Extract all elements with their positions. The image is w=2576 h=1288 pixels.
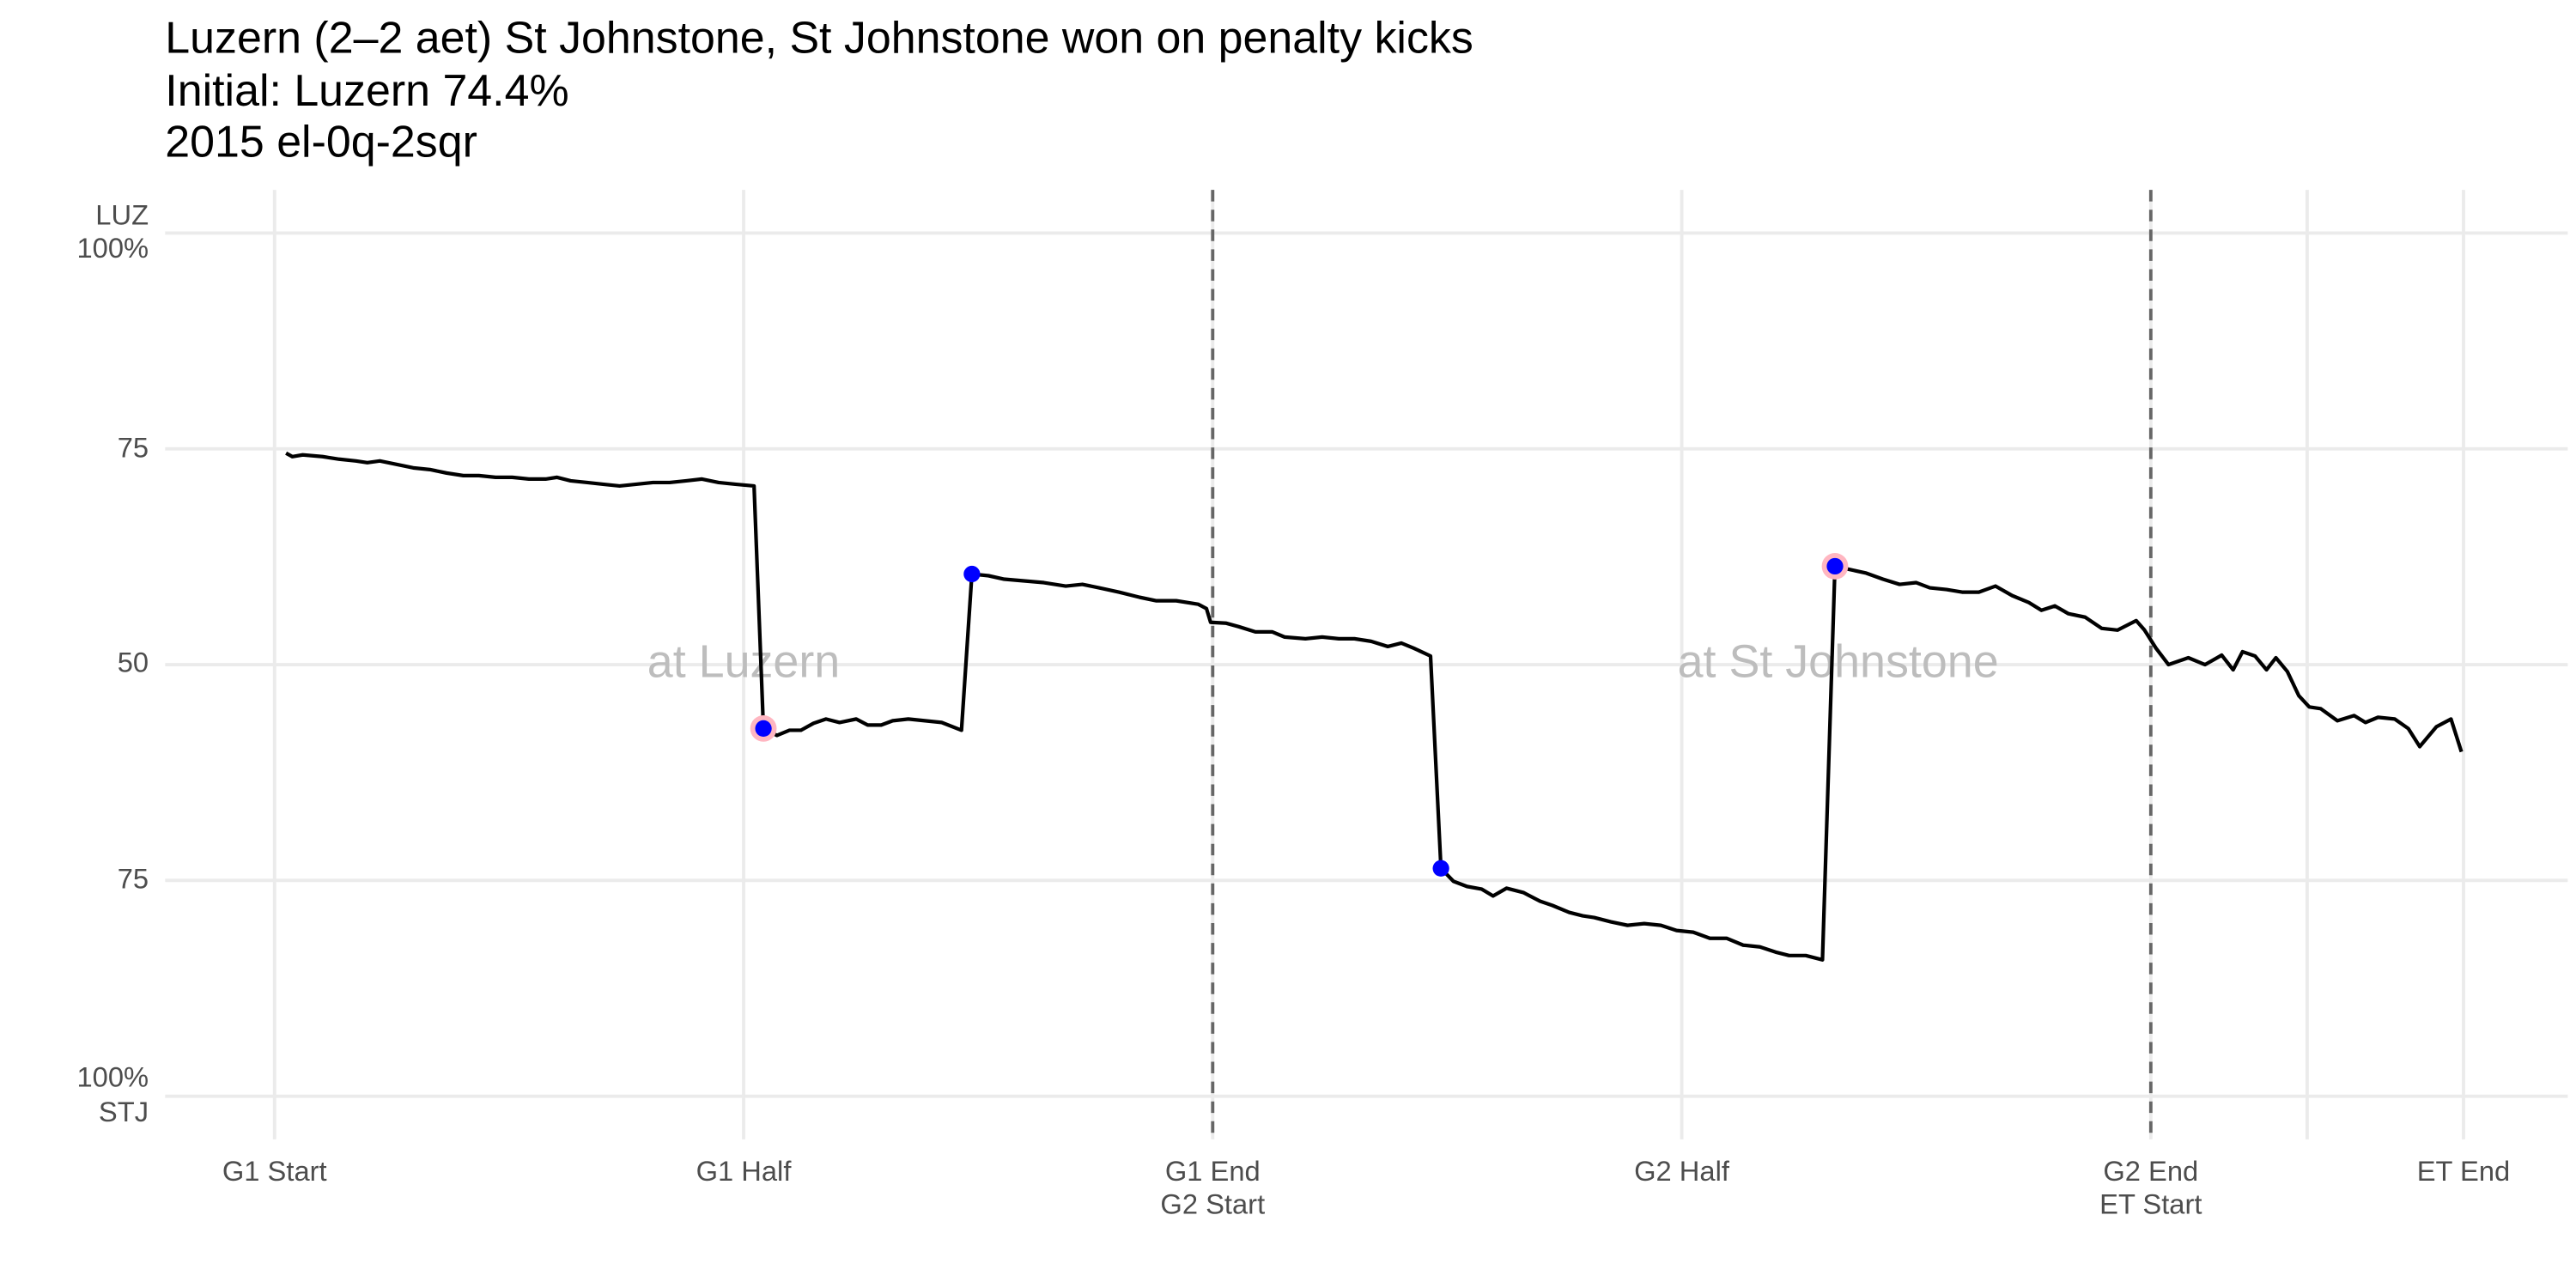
x-tick-label: ET End: [2416, 1156, 2511, 1188]
annotation: at Luzern: [647, 635, 840, 687]
y-tick-label: 75: [117, 863, 149, 896]
x-tick-label-box: G1 Half: [696, 1156, 792, 1188]
x-tick-label: G1 Half: [696, 1156, 792, 1188]
x-tick-label: G1 End G2 Start: [1160, 1156, 1266, 1221]
x-tick-label: G2 End ET Start: [2099, 1156, 2202, 1221]
x-tick-label-box: ET End: [2416, 1156, 2511, 1188]
point: [963, 565, 981, 583]
line: [285, 451, 2464, 962]
y-tick-label-box: 75: [117, 863, 149, 896]
y-tick-label-box: 75: [117, 432, 149, 464]
x-tick-label-box: G1 End G2 Start: [1160, 1156, 1266, 1221]
chart-subtitle: 2015 el-0q-2sqr: [165, 118, 477, 167]
y-tick-label: 100% STJ: [76, 1062, 149, 1128]
y-tick-label-box: 100% STJ: [76, 1062, 149, 1128]
annotation: at St Johnstone: [1678, 635, 1999, 687]
y-tick-label: 75: [117, 432, 149, 464]
x-tick-label-box: G2 Half: [1634, 1156, 1729, 1188]
point: [755, 720, 772, 738]
chart-title: Luzern (2–2 aet) St Johnstone, St Johnst…: [165, 14, 1473, 64]
x-tick-label-box: G2 End ET Start: [2099, 1156, 2202, 1221]
point: [1826, 557, 1844, 575]
point: [1432, 860, 1449, 877]
y-tick-label-box: 50: [117, 647, 149, 679]
y-tick-label-box: LUZ 100%: [76, 199, 149, 264]
y-tick-label: LUZ 100%: [76, 199, 149, 264]
chart-subtitle: Initial: Luzern 74.4%: [165, 66, 568, 116]
x-tick-label: G1 Start: [222, 1156, 327, 1188]
x-tick-label: G2 Half: [1634, 1156, 1729, 1188]
x-tick-label-box: G1 Start: [222, 1156, 327, 1188]
y-tick-label: 50: [117, 647, 149, 679]
